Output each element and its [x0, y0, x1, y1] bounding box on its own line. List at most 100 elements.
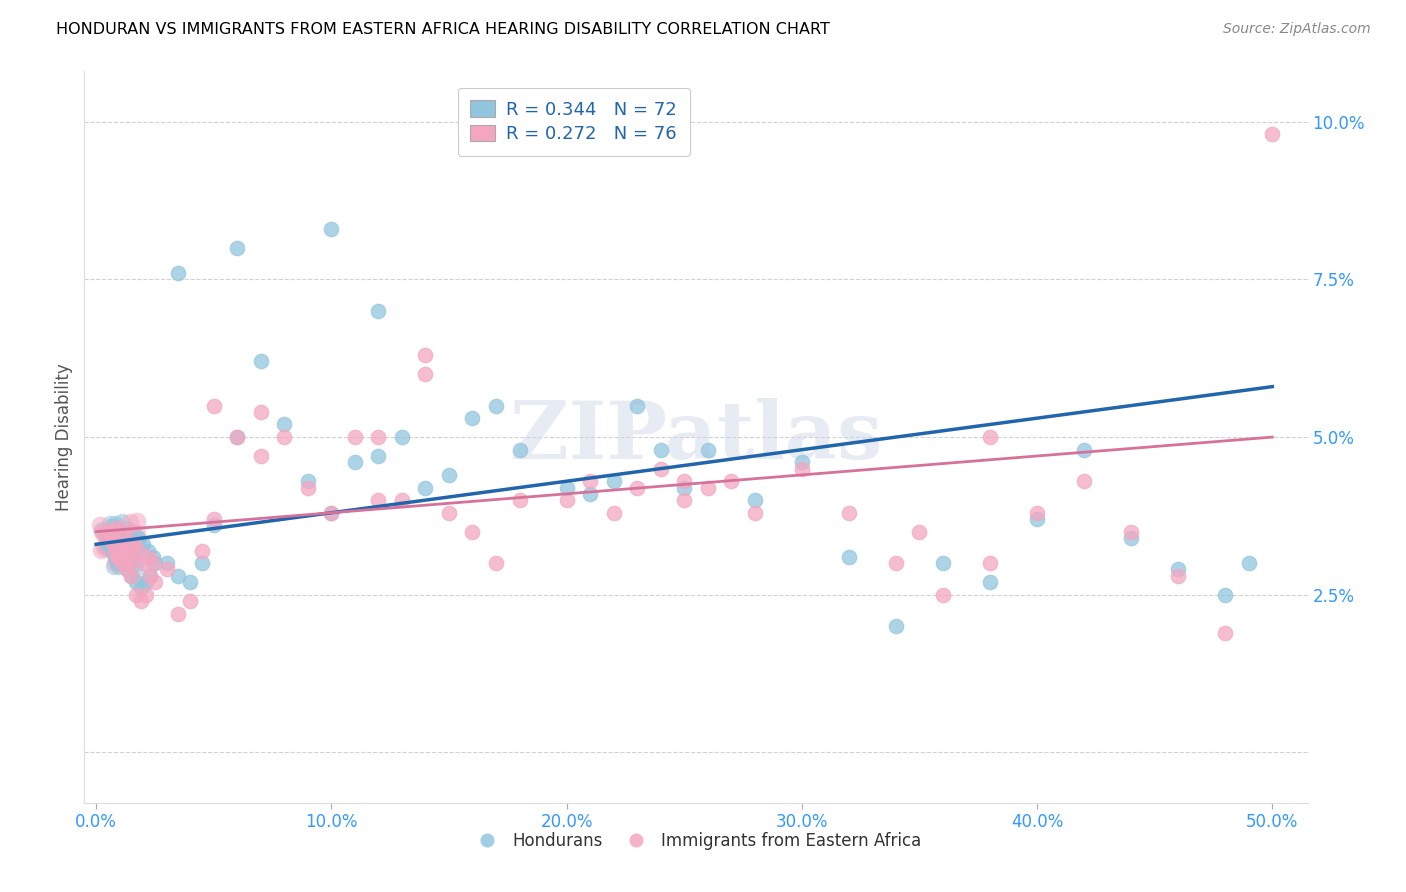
Point — [100, 543, 122, 558]
Point — [105, 526, 128, 541]
Point — [367, 449, 389, 463]
Point — [94, 538, 117, 552]
Point — [1121, 531, 1143, 545]
Point — [555, 493, 578, 508]
Point — [111, 537, 134, 551]
Point — [321, 506, 343, 520]
Point — [673, 481, 696, 495]
Point — [98, 531, 121, 545]
Point — [139, 569, 162, 583]
Point — [136, 543, 159, 558]
Point — [343, 455, 366, 469]
Point — [93, 527, 115, 541]
Point — [1121, 524, 1143, 539]
Point — [838, 549, 860, 564]
Point — [932, 588, 955, 602]
Point — [979, 556, 1001, 570]
Point — [650, 442, 672, 457]
Point — [167, 569, 190, 583]
Point — [979, 430, 1001, 444]
Point — [114, 522, 136, 536]
Point — [139, 569, 162, 583]
Point — [97, 534, 120, 549]
Point — [1073, 474, 1095, 488]
Point — [602, 506, 624, 520]
Point — [343, 430, 366, 444]
Point — [273, 430, 295, 444]
Point — [108, 524, 131, 539]
Point — [179, 594, 201, 608]
Point — [626, 481, 648, 495]
Point — [1213, 625, 1236, 640]
Point — [650, 461, 672, 475]
Point — [115, 549, 138, 564]
Point — [101, 531, 124, 545]
Point — [1073, 442, 1095, 457]
Point — [249, 449, 271, 463]
Point — [696, 481, 718, 495]
Point — [367, 493, 389, 508]
Point — [226, 430, 249, 444]
Point — [838, 506, 860, 520]
Point — [125, 561, 148, 575]
Point — [790, 455, 813, 469]
Point — [104, 537, 127, 551]
Point — [626, 399, 648, 413]
Point — [167, 266, 190, 280]
Point — [118, 547, 141, 561]
Point — [122, 526, 145, 541]
Point — [112, 543, 135, 558]
Point — [143, 575, 166, 590]
Point — [97, 531, 120, 545]
Point — [125, 588, 148, 602]
Point — [104, 537, 127, 551]
Point — [120, 569, 142, 583]
Point — [114, 539, 136, 553]
Point — [884, 556, 907, 570]
Point — [1213, 588, 1236, 602]
Point — [118, 556, 141, 570]
Point — [91, 524, 114, 539]
Point — [120, 569, 142, 583]
Point — [509, 442, 531, 457]
Point — [673, 493, 696, 508]
Point — [90, 542, 112, 557]
Point — [120, 524, 142, 539]
Point — [202, 399, 225, 413]
Point — [104, 516, 127, 531]
Text: HONDURAN VS IMMIGRANTS FROM EASTERN AFRICA HEARING DISABILITY CORRELATION CHART: HONDURAN VS IMMIGRANTS FROM EASTERN AFRI… — [56, 22, 830, 37]
Point — [790, 461, 813, 475]
Point — [908, 524, 931, 539]
Point — [104, 524, 127, 539]
Point — [89, 517, 111, 532]
Point — [107, 558, 129, 573]
Point — [142, 549, 165, 564]
Point — [121, 550, 143, 565]
Point — [1026, 512, 1049, 526]
Point — [96, 540, 118, 554]
Point — [1261, 128, 1284, 142]
Point — [125, 575, 148, 590]
Point — [122, 543, 145, 558]
Point — [555, 481, 578, 495]
Point — [461, 411, 484, 425]
Point — [108, 525, 131, 540]
Point — [226, 241, 249, 255]
Point — [122, 537, 145, 551]
Point — [118, 549, 141, 564]
Point — [98, 531, 121, 545]
Point — [884, 619, 907, 633]
Point — [579, 487, 602, 501]
Y-axis label: Hearing Disability: Hearing Disability — [55, 363, 73, 511]
Point — [101, 531, 124, 545]
Point — [249, 405, 271, 419]
Point — [98, 535, 121, 549]
Point — [509, 493, 531, 508]
Point — [111, 515, 134, 529]
Point — [108, 543, 131, 558]
Point — [1167, 569, 1189, 583]
Point — [1237, 556, 1260, 570]
Point — [125, 515, 148, 529]
Point — [167, 607, 190, 621]
Point — [391, 430, 413, 444]
